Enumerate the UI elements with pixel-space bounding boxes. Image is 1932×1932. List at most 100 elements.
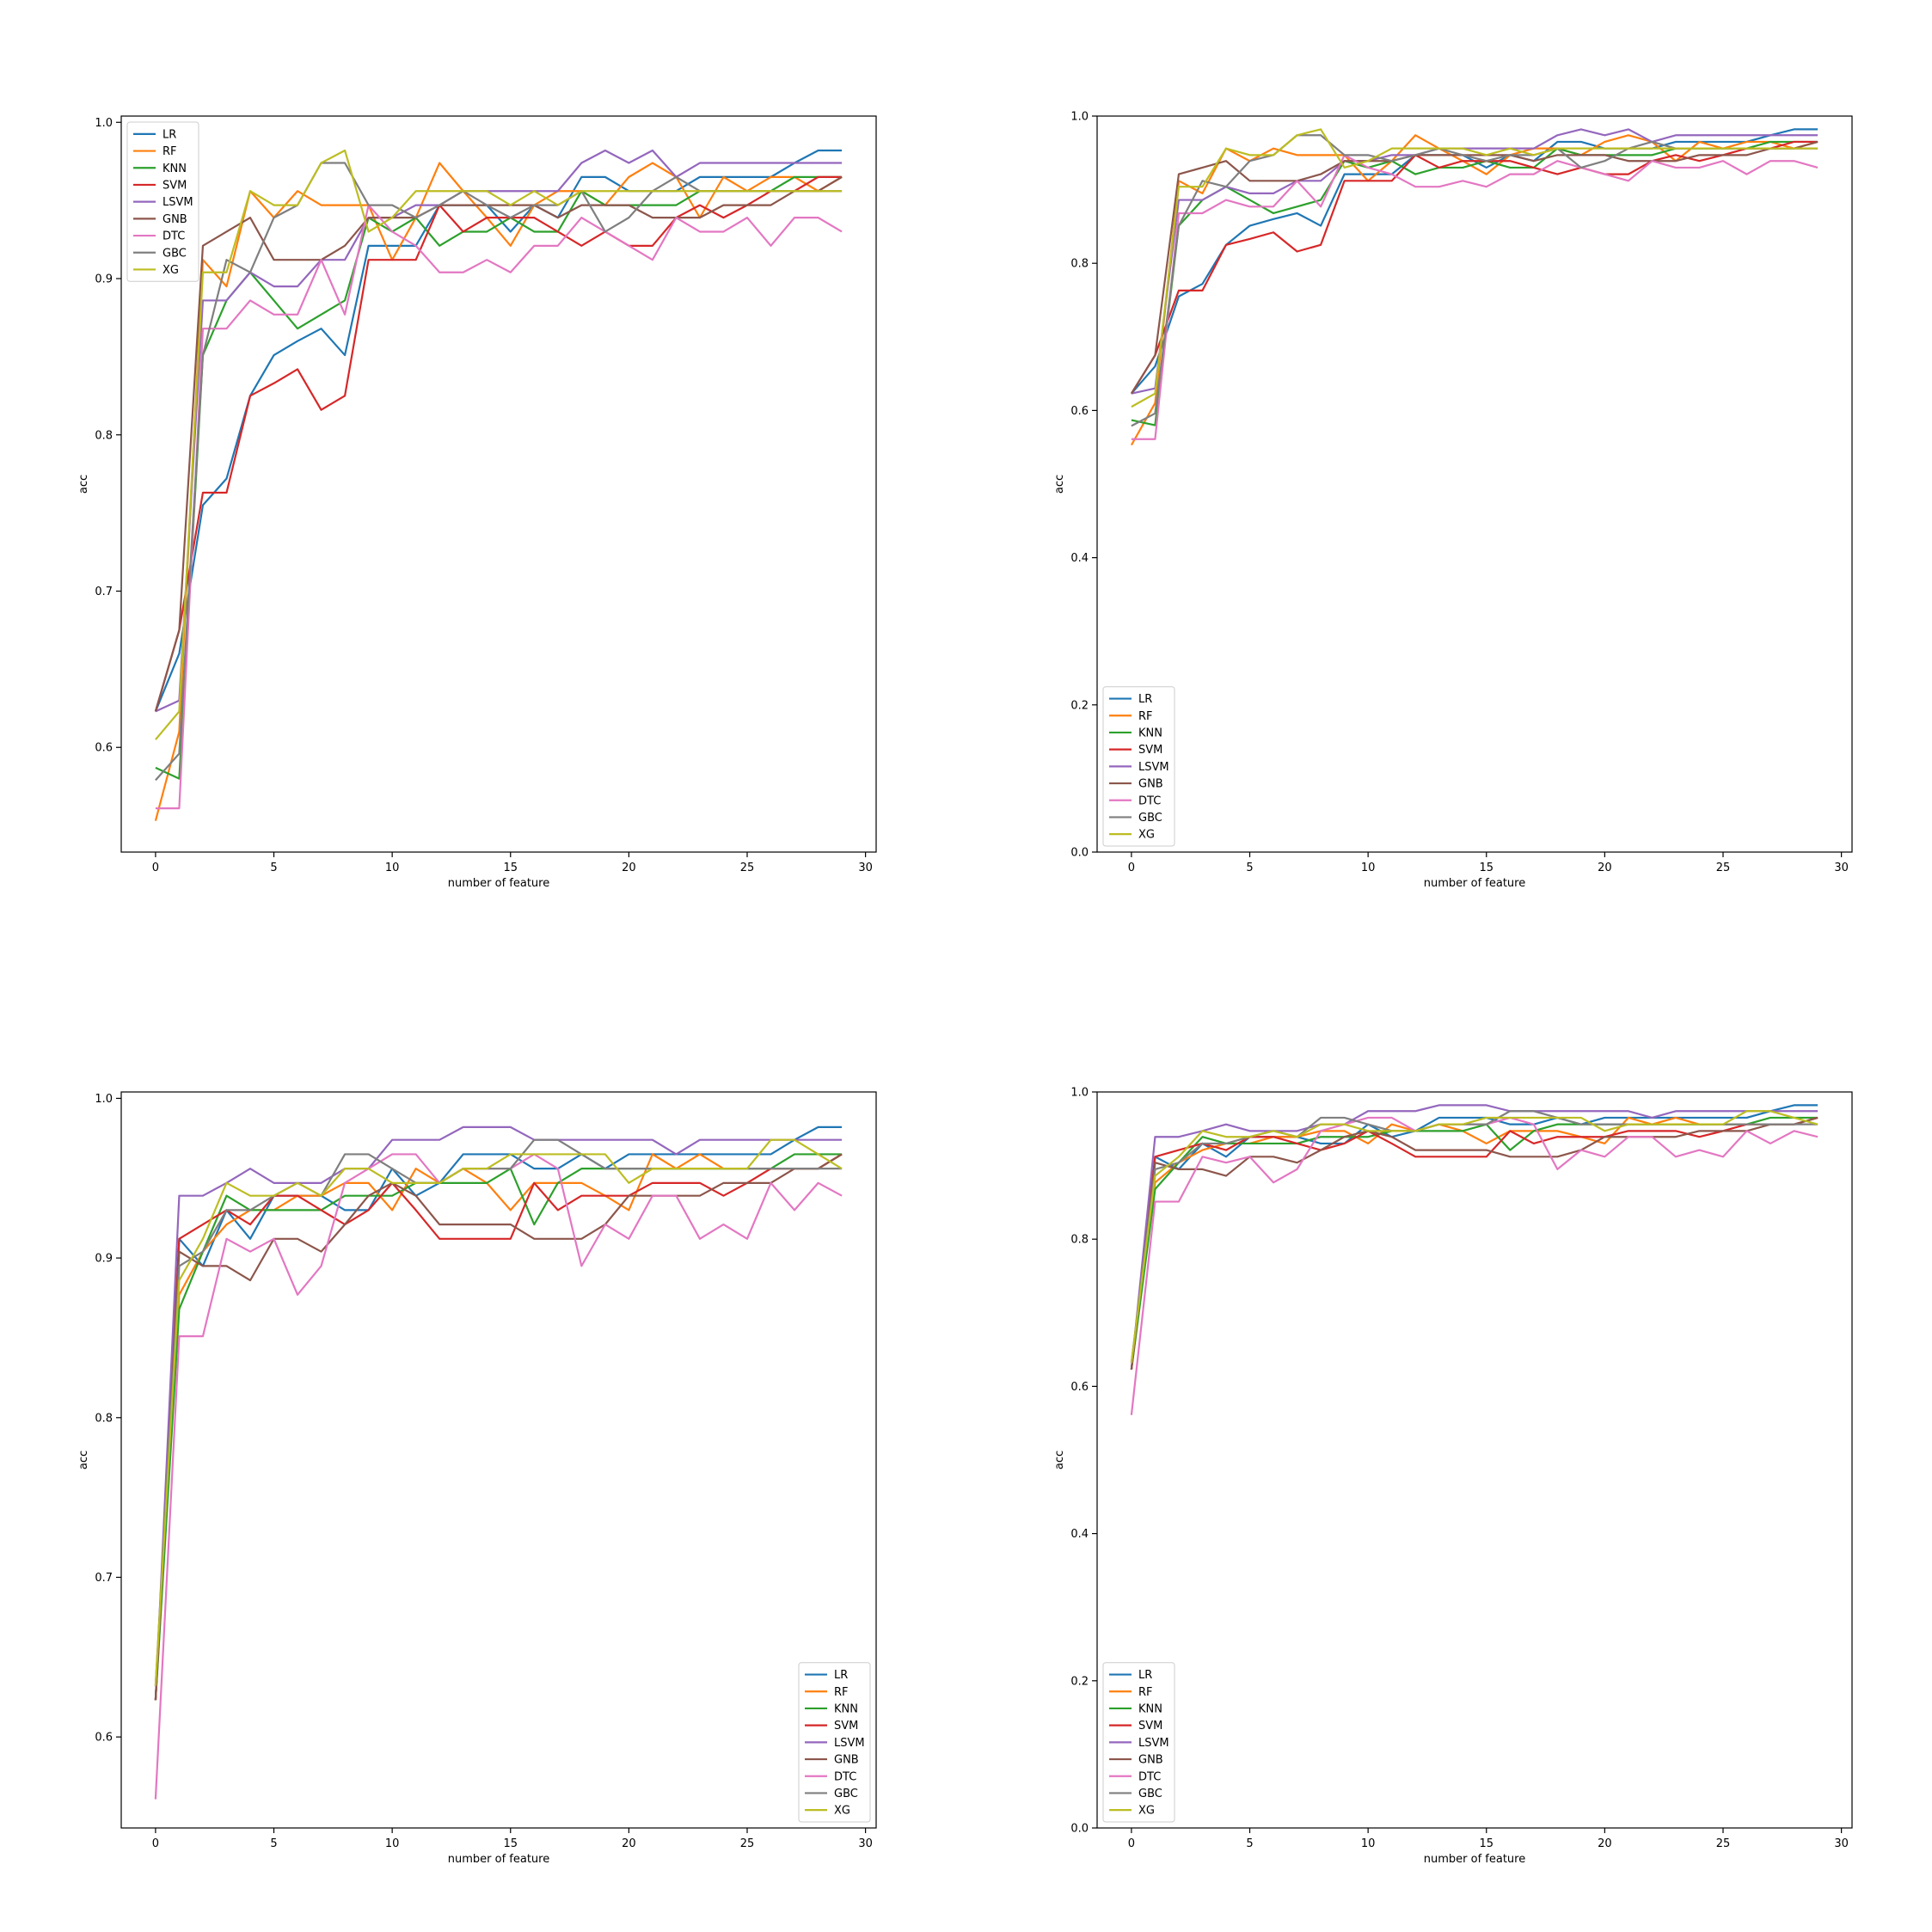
y-tick-label: 0.9: [95, 1253, 113, 1266]
x-tick-label: 0: [1128, 1837, 1135, 1850]
y-tick-label: 0.9: [95, 273, 113, 286]
x-tick-label: 0: [1128, 862, 1135, 874]
legend-label-xg: XG: [1138, 829, 1155, 842]
x-tick-label: 10: [385, 862, 400, 874]
legend-label-lsvm: LSVM: [163, 196, 193, 209]
x-tick-label: 5: [1246, 1837, 1253, 1850]
x-tick-label: 10: [1361, 862, 1376, 874]
y-tick-label: 1.0: [95, 1093, 113, 1106]
legend-box: [1102, 686, 1175, 847]
legend-label-gnb: GNB: [1138, 1754, 1163, 1767]
legend-box: [798, 1662, 871, 1823]
series-line-lsvm: [155, 149, 843, 713]
x-tick-label: 25: [740, 862, 755, 874]
x-tick-label: 5: [1246, 862, 1253, 874]
x-tick-label: 25: [1716, 1837, 1731, 1850]
series-line-knn: [155, 175, 843, 780]
legend-label-dtc: DTC: [834, 1770, 856, 1783]
x-tick-label: 5: [270, 862, 277, 874]
x-tick-label: 25: [1716, 862, 1731, 874]
y-tick-label: 0.8: [1070, 1234, 1089, 1247]
y-axis-label: acc: [77, 1451, 90, 1469]
subplot-3: 0 5 10 15 20 25 30 0.6 0.7 0.8 0.9 1.0 number of fea…: [77, 1091, 877, 1866]
legend-label-rf: RF: [834, 1686, 849, 1699]
y-axis-label: acc: [1053, 475, 1066, 494]
y-tick-label: 0.8: [1070, 258, 1089, 271]
legend-label-lr: LR: [1138, 693, 1152, 706]
series-line-dtc: [155, 204, 843, 810]
series-line-rf: [154, 1153, 843, 1701]
legend-label-knn: KNN: [1138, 1702, 1162, 1715]
y-tick-label: 0.2: [1070, 699, 1089, 712]
x-tick-label: 30: [858, 862, 873, 874]
series-line-dtc: [1130, 1116, 1819, 1415]
subplot-2: 0 5 10 15 20 25 30 0.0 0.2 0.4 0.6 0.8 1.0 number of …: [1053, 111, 1853, 890]
legend-label-xg: XG: [163, 264, 179, 277]
y-tick-label: 0.6: [1070, 405, 1089, 418]
legend-label-svm: SVM: [1138, 744, 1162, 757]
y-tick-label: 0.4: [1070, 552, 1089, 565]
legend-label-dtc: DTC: [1138, 1770, 1161, 1783]
legend-label-lr: LR: [834, 1669, 848, 1682]
series-line-xg: [1131, 128, 1819, 408]
series-line-gbc: [154, 1138, 843, 1686]
axes-frame: [1096, 1091, 1853, 1829]
series-line-svm: [1130, 1116, 1819, 1370]
x-axis-label: number of feature: [1424, 1853, 1525, 1866]
axes-frame: [120, 1091, 877, 1829]
y-tick-label: 0.7: [95, 1572, 113, 1585]
legend-label-lsvm: LSVM: [1138, 1737, 1169, 1750]
y-tick-label: 0.6: [95, 742, 113, 755]
legend-label-lr: LR: [163, 128, 176, 141]
series-line-gbc: [155, 162, 843, 782]
y-tick-label: 0.0: [1070, 847, 1089, 860]
x-tick-label: 20: [1598, 862, 1612, 874]
x-tick-label: 10: [1361, 1837, 1376, 1850]
series-line-lr: [154, 149, 843, 712]
x-tick-label: 15: [503, 862, 518, 874]
x-axis-label: number of feature: [448, 1853, 549, 1866]
series-line-lr: [154, 1125, 843, 1701]
series-line-svm: [154, 175, 843, 712]
y-tick-label: 1.0: [1070, 111, 1089, 124]
legend-label-gbc: GBC: [834, 1788, 858, 1800]
x-tick-label: 10: [385, 1837, 400, 1850]
series-line-rf: [154, 162, 843, 821]
series-line-knn: [154, 1153, 843, 1701]
legend-label-xg: XG: [834, 1805, 850, 1818]
y-axis-label: acc: [1053, 1451, 1066, 1469]
series-line-lsvm: [1130, 1104, 1819, 1370]
y-tick-label: 0.7: [95, 586, 113, 598]
legend: LR RF KNN SVM LSVM GNB DTC GBC XG: [798, 1662, 871, 1823]
series-line-gnb: [154, 1153, 843, 1701]
legend-label-gbc: GBC: [1138, 1788, 1162, 1800]
x-tick-label: 0: [152, 862, 159, 874]
series-line-gnb: [154, 175, 843, 712]
x-tick-label: 25: [740, 1837, 755, 1850]
series-line-rf: [1130, 134, 1819, 446]
legend-label-gnb: GNB: [834, 1754, 859, 1767]
legend: LR RF KNN SVM LSVM GNB DTC GBC XG: [1102, 686, 1175, 847]
legend-label-rf: RF: [1138, 1686, 1153, 1699]
y-tick-label: 0.0: [1070, 1823, 1089, 1836]
legend-label-lr: LR: [1138, 1669, 1152, 1682]
legend-box: [126, 121, 199, 282]
series-line-gnb: [1130, 140, 1819, 395]
legend-label-dtc: DTC: [1138, 794, 1161, 807]
series-line-lsvm: [154, 1125, 843, 1701]
x-axis-label: number of feature: [448, 877, 549, 890]
subplot-4: 0 5 10 15 20 25 30 0.0 0.2 0.4 0.6 0.8 1.0 number of …: [1053, 1087, 1853, 1866]
series-line-knn: [1130, 1116, 1819, 1370]
x-tick-label: 30: [858, 1837, 873, 1850]
legend: LR RF KNN SVM LSVM GNB DTC GBC XG: [1102, 1662, 1175, 1823]
x-tick-label: 15: [1479, 862, 1493, 874]
y-tick-label: 0.6: [1070, 1381, 1089, 1394]
legend-label-xg: XG: [1138, 1805, 1155, 1818]
legend-label-svm: SVM: [163, 179, 187, 192]
series-line-xg: [1130, 1110, 1819, 1364]
series-line-rf: [1130, 1116, 1819, 1370]
legend-label-knn: KNN: [834, 1702, 858, 1715]
series-line-dtc: [154, 1153, 843, 1800]
x-tick-label: 15: [1479, 1837, 1493, 1850]
series-line-lsvm: [1131, 128, 1819, 395]
